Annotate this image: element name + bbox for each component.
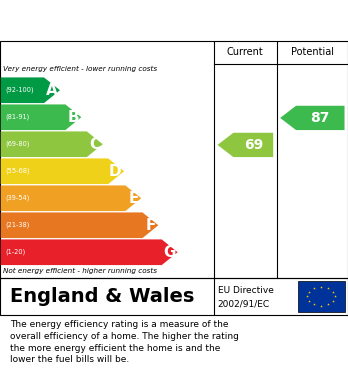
Text: Not energy efficient - higher running costs: Not energy efficient - higher running co… — [3, 268, 158, 274]
Text: (1-20): (1-20) — [5, 249, 25, 255]
Text: (21-38): (21-38) — [5, 222, 30, 228]
Text: (92-100): (92-100) — [5, 87, 34, 93]
Text: England & Wales: England & Wales — [10, 287, 195, 306]
Text: (81-91): (81-91) — [5, 114, 30, 120]
Polygon shape — [1, 77, 60, 103]
Text: D: D — [109, 164, 122, 179]
Text: (39-54): (39-54) — [5, 195, 30, 201]
Text: G: G — [163, 245, 175, 260]
Polygon shape — [1, 131, 103, 157]
Text: (55-68): (55-68) — [5, 168, 30, 174]
Text: A: A — [46, 83, 57, 98]
Text: 2002/91/EC: 2002/91/EC — [218, 299, 270, 308]
Text: 69: 69 — [244, 138, 263, 152]
Text: 87: 87 — [310, 111, 330, 125]
Text: B: B — [67, 110, 79, 125]
Text: Energy Efficiency Rating: Energy Efficiency Rating — [9, 15, 219, 30]
Text: C: C — [89, 137, 100, 152]
Text: EU Directive: EU Directive — [218, 286, 274, 295]
Polygon shape — [280, 106, 345, 130]
Polygon shape — [1, 158, 124, 184]
Polygon shape — [218, 133, 273, 157]
Text: F: F — [145, 218, 156, 233]
Text: Very energy efficient - lower running costs: Very energy efficient - lower running co… — [3, 66, 158, 72]
Bar — [298, 281, 345, 312]
Text: The energy efficiency rating is a measure of the
overall efficiency of a home. T: The energy efficiency rating is a measur… — [10, 320, 239, 364]
Polygon shape — [1, 104, 81, 130]
Text: E: E — [128, 191, 139, 206]
Polygon shape — [1, 239, 177, 265]
Text: Potential: Potential — [291, 47, 334, 57]
Polygon shape — [1, 212, 158, 238]
Text: Current: Current — [227, 47, 264, 57]
Polygon shape — [1, 185, 141, 211]
Text: (69-80): (69-80) — [5, 141, 30, 147]
